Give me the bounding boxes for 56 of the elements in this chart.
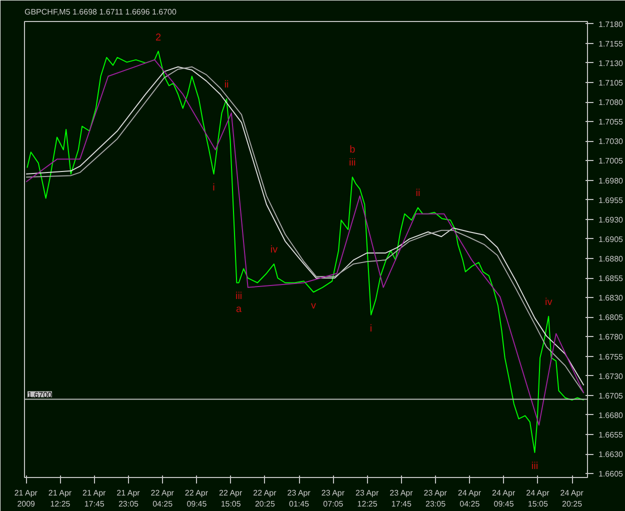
annotation: ii <box>224 79 229 90</box>
y-tick-label: 1.6680 <box>598 410 624 420</box>
x-tick-label: 22 Apr 09:45 <box>184 488 208 508</box>
y-tick-label: 1.7130 <box>598 58 624 68</box>
x-tick-label: 23 Apr 23:05 <box>424 488 448 508</box>
y-tick-label: 1.6980 <box>598 176 624 186</box>
y-tick-label: 1.6905 <box>598 234 624 244</box>
y-tick-label: 1.6755 <box>598 352 624 362</box>
x-tick-label: 23 Apr 01:45 <box>287 488 311 508</box>
y-tick-label: 1.6705 <box>598 391 624 400</box>
annotation: iii <box>349 158 356 169</box>
x-tick-label: 21 Apr 17:45 <box>82 488 106 508</box>
y-tick-label: 1.6955 <box>598 196 624 205</box>
x-tick-label: 22 Apr 04:25 <box>150 488 174 508</box>
chart-title: GBPCHF,M5 1.6698 1.6711 1.6696 1.6700 <box>24 8 178 16</box>
annotation: iv <box>270 244 278 256</box>
x-tick-label: 23 Apr 17:45 <box>390 488 414 508</box>
annotation: iv <box>544 296 552 308</box>
y-tick-label: 1.6880 <box>598 254 624 264</box>
x-tick-label: 22 Apr 20:25 <box>253 488 277 508</box>
annotation: iii <box>235 291 242 302</box>
y-tick-label: 1.6655 <box>598 430 624 440</box>
x-tick-label: 24 Apr 04:25 <box>458 488 482 508</box>
x-tick-label: 22 Apr 15:05 <box>219 488 243 508</box>
annotation: 2 <box>156 32 162 44</box>
annotation: iii <box>531 460 538 472</box>
y-tick-label: 1.7030 <box>598 137 624 146</box>
annotation: ii <box>416 188 420 200</box>
x-tick-label: 24 Apr 15:05 <box>526 488 550 508</box>
x-tick-label: 21 Apr 23:05 <box>116 488 140 508</box>
x-tick-label: 24 Apr 20:25 <box>560 488 584 508</box>
y-tick-label: 1.6830 <box>598 294 624 303</box>
y-tick-label: 1.7080 <box>598 98 624 108</box>
annotation: a <box>236 304 242 316</box>
y-tick-label: 1.7055 <box>598 118 624 127</box>
y-tick-label: 1.7180 <box>598 20 624 29</box>
y-tick-label: 1.6930 <box>598 215 624 224</box>
x-tick-label: 21 Apr 12:25 <box>48 488 72 508</box>
y-tick-label: 1.6730 <box>598 372 624 381</box>
annotation: i <box>370 323 372 334</box>
y-tick-label: 1.6855 <box>598 274 624 284</box>
ref-line-label: 1.6700 <box>28 390 53 400</box>
y-tick-label: 1.6780 <box>598 332 624 342</box>
y-tick-label: 1.6605 <box>598 470 624 479</box>
x-tick-label: 23 Apr 12:25 <box>356 488 379 508</box>
y-tick-label: 1.7005 <box>598 156 624 166</box>
annotation: b <box>350 144 356 156</box>
y-tick-label: 1.6805 <box>598 313 624 322</box>
x-tick-label: 24 Apr 09:45 <box>492 488 516 508</box>
annotation: i <box>212 182 215 194</box>
y-tick-label: 1.7155 <box>598 39 624 48</box>
y-tick-label: 1.6630 <box>598 450 624 460</box>
y-tick-label: 1.7105 <box>598 78 624 88</box>
x-tick-label: 21 Apr 2009 <box>14 488 38 508</box>
x-tick-label: 23 Apr 07:05 <box>321 488 345 508</box>
annotation: v <box>310 300 316 312</box>
